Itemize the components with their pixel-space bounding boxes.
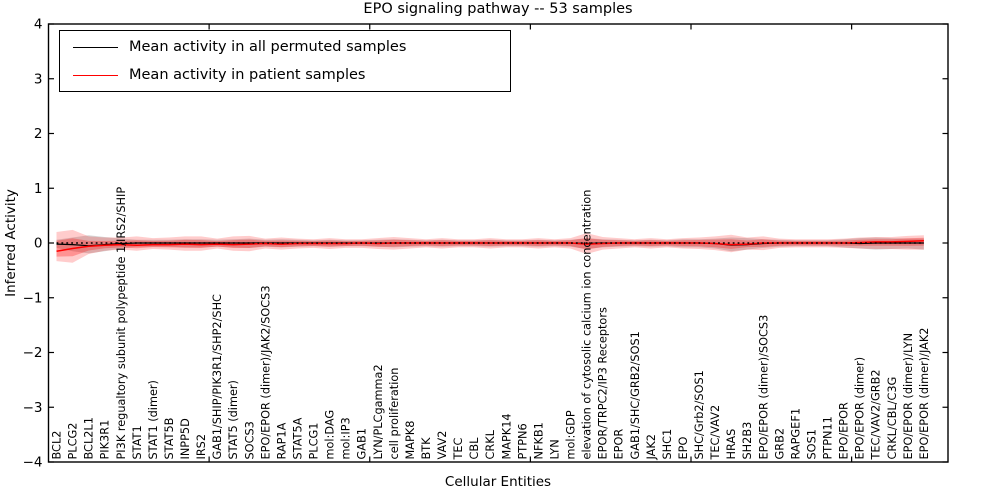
x-tick-label: SH2B3 [741, 422, 754, 460]
x-tick-label: PLCG2 [67, 423, 80, 460]
x-tick-label: mol:DAG [324, 410, 337, 460]
x-tick-label: RAPGEF1 [789, 408, 802, 460]
x-tick-label: BCL2 [51, 431, 64, 460]
y-tick-label: 2 [34, 126, 43, 142]
x-tick-label: PI3K regualtory subunit polypeptide 1/IR… [115, 187, 128, 460]
x-tick-label: LYN [549, 439, 562, 459]
y-tick-label: −4 [23, 455, 43, 471]
x-tick-label: VAV2 [436, 431, 449, 460]
x-tick-label: EPO/EPOR (dimer)/JAK2 [918, 328, 931, 460]
band-permuted [56, 235, 924, 254]
x-tick-label: RAP1A [275, 422, 288, 459]
y-tick-label: 4 [34, 17, 43, 33]
y-tick-label: 3 [34, 71, 43, 87]
x-tick-label: JAK2 [645, 434, 658, 460]
x-tick-label: EPO/EPOR (dimer) [854, 357, 867, 460]
x-tick-label: TEC/VAV2 [709, 405, 722, 461]
x-tick-label: GAB1 [356, 428, 369, 459]
x-tick-label: TEC/VAV2/GRB2 [870, 369, 883, 460]
x-tick-label: PLCG1 [308, 423, 321, 460]
x-tick-label: EPO [677, 437, 690, 460]
x-tick-label: EPO/EPOR (dimer)/JAK2/SOCS3 [259, 285, 272, 459]
x-tick-label: EPO/EPOR (dimer)/SOCS3 [757, 315, 770, 460]
y-tick-label: −2 [23, 345, 43, 361]
x-tick-label: STAT5 (dimer) [227, 380, 240, 459]
legend-line-patient-icon [73, 74, 118, 76]
y-tick-label: 0 [34, 236, 43, 252]
x-tick-label: NFKB1 [532, 422, 545, 459]
x-tick-label: BCL2L1 [83, 417, 96, 459]
y-tick-label: 1 [34, 181, 43, 197]
x-tick-label: INPP5D [179, 418, 192, 460]
x-tick-label: MAPK14 [500, 413, 513, 459]
x-tick-label: EPOR/TRPC2/IP3 Receptors [597, 307, 610, 459]
chart-title: EPO signaling pathway -- 53 samples [363, 1, 633, 17]
x-tick-label: GRB2 [773, 428, 786, 460]
line-patient [56, 240, 924, 252]
y-axis-label: Inferred Activity [3, 189, 19, 297]
legend-item-permuted: Mean activity in all permuted samples [60, 39, 510, 55]
x-tick-label: CRKL [484, 429, 497, 459]
x-tick-label: STAT5A [292, 417, 305, 459]
x-tick-label: IRS2 [195, 434, 208, 460]
legend-label-permuted: Mean activity in all permuted samples [129, 39, 407, 55]
x-tick-label: elevation of cytosolic calcium ion conce… [581, 190, 594, 460]
legend: Mean activity in all permuted samples Me… [59, 30, 511, 92]
x-tick-label: SOCS3 [243, 421, 256, 459]
x-tick-label: mol:GDP [565, 410, 578, 459]
x-tick-label: SHC1 [661, 429, 674, 460]
legend-line-permuted-icon [73, 46, 118, 48]
x-tick-label: HRAS [725, 429, 738, 460]
x-tick-label: EPO/EPOR [838, 402, 851, 459]
x-tick-label: EPO/EPOR (dimer)/LYN [902, 333, 915, 460]
x-tick-label: STAT1 [131, 425, 144, 459]
legend-item-patient: Mean activity in patient samples [60, 67, 510, 83]
x-tick-label: CRKL/CBL/C3G [886, 377, 899, 460]
y-tick-label: −1 [23, 290, 43, 306]
x-tick-label: GAB1/SHC/GRB2/SOS1 [629, 331, 642, 459]
band-patient-outer [56, 229, 924, 263]
x-tick-label: MAPK8 [404, 421, 417, 460]
x-tick-label: PTPN11 [822, 416, 835, 459]
x-tick-label: EPOR [613, 429, 626, 460]
x-tick-label: PIK3R1 [99, 420, 112, 460]
x-tick-label: SHC/Grb2/SOS1 [693, 370, 706, 459]
x-tick-label: CBL [468, 437, 481, 460]
x-tick-label: STAT5B [163, 418, 176, 460]
x-tick-label: cell proliferation [388, 368, 401, 460]
x-tick-label: STAT1 (dimer) [147, 380, 160, 459]
legend-label-patient: Mean activity in patient samples [129, 67, 366, 83]
x-tick-label: LYN/PLCgamma2 [372, 364, 385, 459]
x-tick-label: BTK [420, 437, 433, 460]
y-tick-label: −3 [23, 400, 43, 416]
x-tick-label: TEC [452, 437, 465, 460]
x-tick-label: mol:IP3 [340, 417, 353, 459]
x-axis-label: Cellular Entities [444, 474, 552, 490]
x-tick-label: GAB1/SHIP/PIK3R1/SHP2/SHC [211, 294, 224, 460]
x-tick-label: SOS1 [806, 429, 819, 459]
x-tick-label: PTPN6 [516, 423, 529, 459]
